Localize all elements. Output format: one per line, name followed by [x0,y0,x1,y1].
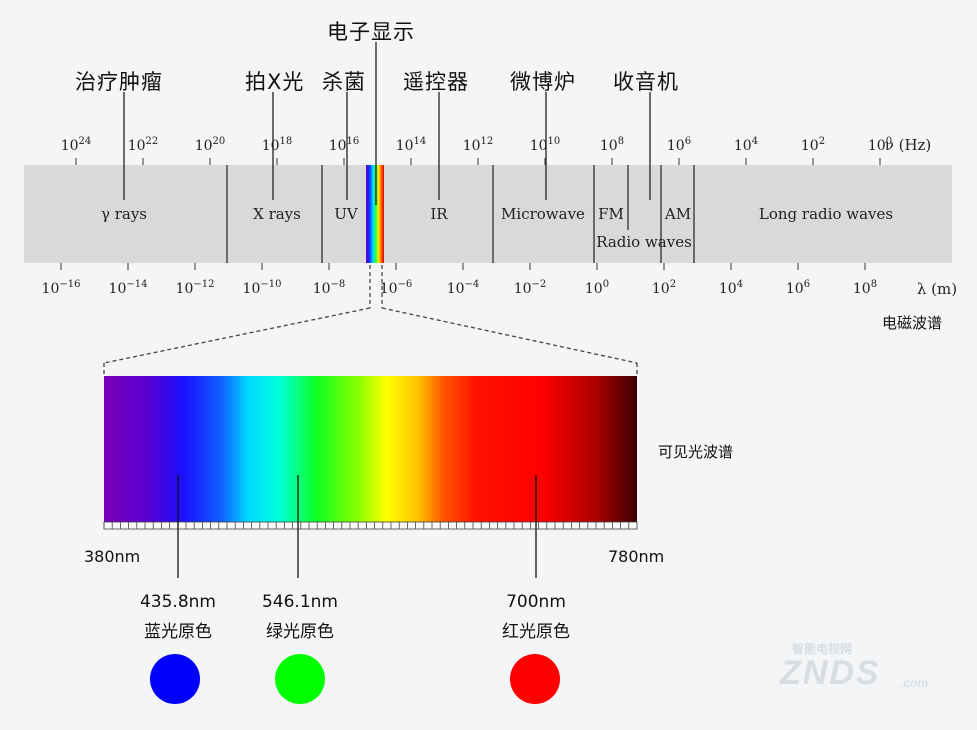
application-pointers [123,42,651,205]
label-sterilization: 杀菌 [322,70,366,94]
freq-tick-label: 106 [667,136,691,154]
wave-tick-label: 108 [853,279,877,297]
label-xray-photo: 拍X光 [245,70,305,94]
band-am: AM [664,205,691,223]
visible-spectrum-caption: 可见光波谱 [658,443,734,461]
freq-tick-label: 1018 [262,136,293,154]
visible-spectrum-bar [104,376,637,522]
band-xray: X rays [253,205,301,223]
wave-tick-label: 100 [585,279,609,297]
label-microwave-oven: 微博炉 [510,70,576,94]
wavelength-axis-unit: λ (m) [917,280,957,298]
red-primary-swatch [510,654,560,704]
watermark-suffix: .com [900,676,929,690]
visible-end-label: 780nm [608,547,665,566]
blue-primary-label: 蓝光原色 [144,622,212,642]
band-labels: γ rays X rays UV IR Microwave FM AM Radi… [101,205,893,251]
band-microwave: Microwave [501,205,585,223]
freq-tick-label: 104 [734,136,758,154]
wave-tick-label: 10−8 [313,279,346,297]
watermark-subtext: 智能电视网 [792,642,853,656]
wave-tick-label: 10−4 [447,279,480,297]
band-fm: FM [598,205,624,223]
green-primary-label: 绿光原色 [266,622,334,642]
green-primary-swatch [275,654,325,704]
primary-pointers [177,475,537,578]
band-radio-waves: Radio waves [596,233,692,251]
label-radio-receiver: 收音机 [613,70,679,94]
wave-tick-label: 10−14 [109,279,148,297]
freq-tick-label: 1016 [329,136,360,154]
zoom-connectors [103,265,638,376]
band-dividers [226,165,695,263]
wave-tick-label: 106 [786,279,810,297]
label-electronic-display: 电子显示 [327,20,415,44]
band-uv: UV [334,205,359,223]
wave-tick-label: 102 [652,279,676,297]
green-wavelength: 546.1nm [261,592,338,612]
freq-tick-label: 1010 [530,136,561,154]
freq-tick-label: 1022 [128,136,159,154]
label-tumor-therapy: 治疗肿瘤 [75,70,163,94]
frequency-axis-unit: ν (Hz) [885,136,932,154]
band-ir: IR [430,205,448,223]
freq-tick-label: 102 [801,136,825,154]
visible-start-label: 380nm [84,547,141,566]
wave-tick-label: 10−12 [176,279,215,297]
wave-tick-label: 10−6 [380,279,413,297]
spectrum-band-background [24,165,952,263]
red-wavelength: 700nm [506,592,566,612]
freq-tick-label: 1020 [195,136,226,154]
freq-tick-label: 100 [868,136,892,154]
wavelength-axis: 10−16 10−14 10−12 10−10 10−8 10−6 10−4 10−2 100 1… [42,263,877,297]
watermark-logo: ZNDS [780,654,881,692]
visible-scale [103,521,638,530]
band-gamma: γ rays [101,205,147,223]
wave-tick-label: 10−2 [514,279,547,297]
band-long-radio: Long radio waves [759,205,893,223]
red-primary-label: 红光原色 [502,622,570,642]
visible-scale-ticks [103,522,630,529]
wave-tick-label: 10−16 [42,279,81,297]
frequency-axis: 1024 1022 1020 1018 1016 1014 1012 1010 108 106 10… [61,136,892,165]
visible-stripe [366,165,384,263]
freq-tick-label: 1012 [463,136,494,154]
blue-wavelength: 435.8nm [139,592,216,612]
blue-primary-swatch [150,654,200,704]
freq-tick-label: 1024 [61,136,92,154]
freq-tick-label: 1014 [396,136,427,154]
label-remote-control: 遥控器 [403,70,469,94]
wave-tick-label: 104 [719,279,743,297]
freq-tick-label: 108 [600,136,624,154]
wave-tick-label: 10−10 [243,279,282,297]
em-spectrum-caption: 电磁波谱 [882,314,943,332]
